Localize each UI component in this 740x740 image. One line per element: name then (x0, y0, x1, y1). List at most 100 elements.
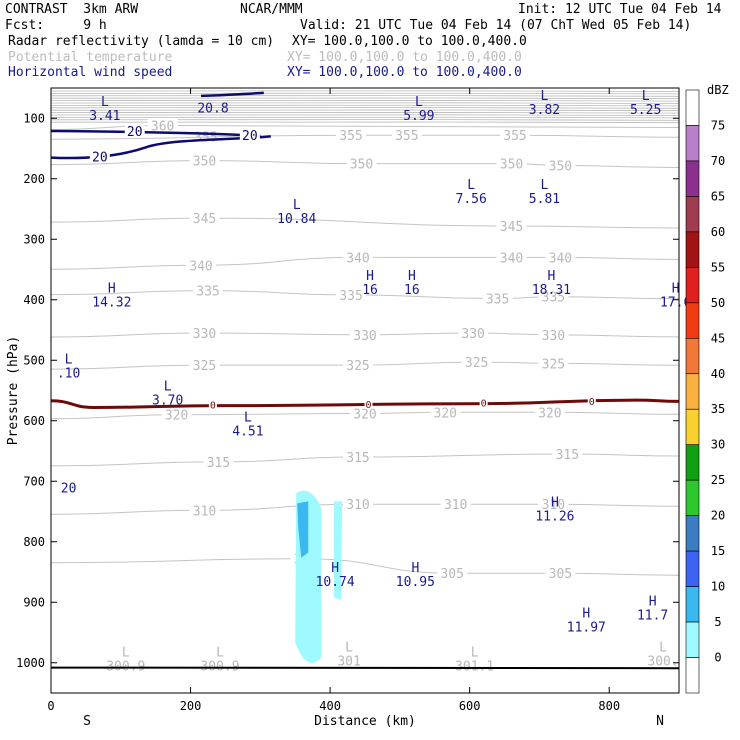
x-axis-end-north: N (656, 714, 664, 729)
legend-range-theta: XY= 100.0,100.0 to 100.0,400.0 (287, 50, 522, 65)
wind-contour-label: 20 (127, 125, 143, 140)
y-tick-label: 400 (23, 293, 45, 307)
x-axis-end-south: S (83, 714, 91, 729)
melting-level-label: 0 (589, 397, 595, 408)
theta-label-bg (496, 218, 527, 232)
theta-label-bg (346, 156, 377, 170)
wind-extremum-type: H (548, 269, 556, 284)
theta-label-345: 345 (500, 220, 523, 235)
wind-extremum-type: L (65, 352, 73, 367)
theta-label-bg (343, 497, 374, 511)
theta-label-335: 335 (486, 293, 509, 308)
y-tick-label: 600 (23, 414, 45, 428)
colorbar-box (685, 231, 700, 268)
theta-label-350: 350 (500, 158, 523, 173)
ground-line (50, 666, 680, 670)
theta-label-bg (430, 405, 461, 419)
wind-extremum-type: H (672, 282, 680, 297)
theta-contour-upper (50, 102, 680, 104)
theta-label-310: 310 (346, 498, 369, 513)
theta-contour-upper (50, 107, 680, 109)
theta-label-360: 360 (151, 120, 174, 135)
wind-extremum-value: 16 (404, 283, 420, 298)
wind-extremum-type: L (541, 89, 549, 104)
wind-extremum-value: 3.82 (529, 103, 560, 118)
colorbar-box (685, 89, 700, 126)
theta-contour-upper (50, 121, 680, 124)
theta-label-bg (482, 291, 513, 305)
theta-label-bg (545, 158, 576, 172)
colorbar-unit: dBZ (707, 83, 729, 97)
theta-contour-305 (50, 558, 680, 576)
theta-label-bg (538, 289, 569, 303)
wind-contour-label: 20 (242, 129, 258, 144)
wind-extremum-value: 20.8 (197, 101, 228, 116)
theta-label-310: 310 (193, 504, 216, 519)
theta-label-bg (189, 503, 220, 517)
y-tick-label: 500 (23, 353, 45, 367)
theta-label-bg (437, 566, 468, 580)
theta-label-335: 335 (542, 291, 565, 306)
wind-extremum-value: 3.41 (89, 109, 120, 124)
wind-extremum-type: L (244, 410, 252, 425)
wind-extremum-type: L (415, 95, 423, 110)
theta-label-340: 340 (346, 251, 369, 266)
theta-label-350: 350 (350, 158, 373, 173)
theta-label-320: 320 (165, 409, 188, 424)
melting-label-bg (364, 398, 373, 409)
theta-label-315: 315 (346, 451, 369, 466)
wind-extremum-type: L (293, 198, 301, 213)
wind-extremum-value: 11.7 (637, 608, 668, 623)
theta-label-355: 355 (503, 129, 526, 144)
theta-label-bg (336, 128, 367, 142)
institution-label: NCAR/MMM (240, 2, 303, 17)
valid-time: Valid: 21 UTC Tue 04 Feb 14 (07 ChT Wed … (300, 18, 692, 33)
theta-label-315: 315 (556, 448, 579, 463)
theta-label-bg (538, 356, 569, 370)
colorbar-box (685, 267, 700, 304)
reflectivity-5dbz-east (334, 501, 343, 600)
theta-contour-335 (50, 290, 680, 300)
wind-extremum-type: L (541, 178, 549, 193)
theta-contour-upper (50, 104, 680, 107)
theta-label-bg (203, 454, 234, 468)
colorbar-box (685, 160, 700, 197)
theta-label-bg (545, 566, 576, 580)
theta-label-bg (343, 358, 374, 372)
wind-label-bg (124, 123, 145, 137)
theta-label-350: 350 (549, 159, 572, 174)
theta-label-330: 330 (193, 327, 216, 342)
theta-contour-upper (50, 95, 680, 97)
legend-range-reflectivity: XY= 100.0,100.0 to 100.0,400.0 (292, 34, 527, 49)
theta-label-bg (161, 407, 192, 421)
y-tick-label: 800 (23, 535, 45, 549)
model-title: CONTRAST 3km ARW (5, 2, 139, 17)
theta-label-bg (350, 406, 380, 420)
theta-label-bg (552, 447, 583, 461)
theta-label-bg (350, 327, 380, 341)
wind-extremum-type: H (551, 496, 559, 511)
wind-extremum-type: H (408, 269, 416, 284)
wind-contour-label: 20 (92, 150, 108, 165)
wind-extremum-value: 10.74 (316, 575, 355, 590)
wind-extremum-value: .10 (57, 366, 80, 381)
theta-label-bg (189, 153, 220, 167)
theta-contour-upper (50, 116, 680, 119)
theta-label-325: 325 (542, 357, 565, 372)
colorbar-label: 0 (714, 651, 721, 665)
melting-label-bg (208, 399, 217, 410)
theta-label-350: 350 (193, 155, 216, 170)
x-tick-label: 200 (180, 699, 202, 713)
theta-label-bg (189, 211, 220, 225)
colorbar-label: 5 (714, 615, 721, 629)
reflectivity-10dbz (297, 501, 309, 558)
colorbar-box (685, 479, 700, 516)
theta-contour-upper (50, 111, 680, 114)
colorbar-label: 30 (711, 438, 725, 452)
colorbar-label: 60 (711, 225, 725, 239)
x-tick-label: 600 (459, 699, 481, 713)
wind-extremum-value: 10.84 (277, 212, 316, 227)
colorbar-label: 55 (711, 260, 725, 274)
x-tick-label: 800 (598, 699, 620, 713)
